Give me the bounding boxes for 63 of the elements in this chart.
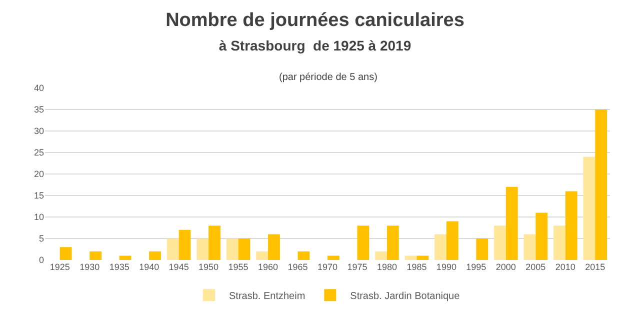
bar xyxy=(595,110,608,260)
bar xyxy=(196,238,209,260)
bar xyxy=(524,234,536,260)
x-tick-label: 1970 xyxy=(317,262,338,272)
y-tick-label: 35 xyxy=(34,104,44,115)
bar xyxy=(404,256,417,260)
x-tick-label: 1995 xyxy=(466,262,486,272)
x-tick-label: 1985 xyxy=(406,262,427,272)
x-tick-label: 1955 xyxy=(228,262,248,272)
bar xyxy=(375,251,387,260)
bar xyxy=(90,251,102,260)
x-tick-label: 1975 xyxy=(347,262,368,272)
x-tick-label: 1965 xyxy=(288,262,308,272)
chart-subtitle: à Strasbourg de 1925 à 2019 xyxy=(218,37,412,54)
y-tick-label: 30 xyxy=(34,126,44,136)
bar xyxy=(149,251,161,260)
bar xyxy=(494,226,506,260)
y-tick-label: 0 xyxy=(38,255,44,266)
bar xyxy=(446,221,458,260)
y-tick-label: 5 xyxy=(38,234,44,244)
x-tick-label: 1960 xyxy=(258,262,278,272)
x-tick-label: 2010 xyxy=(555,262,576,272)
legend-label: Strasb. Entzheim xyxy=(229,291,306,302)
bar xyxy=(434,234,446,260)
legend-label: Strasb. Jardin Botanique xyxy=(350,291,460,302)
x-tick-label: 1945 xyxy=(168,262,189,272)
y-tick-label: 10 xyxy=(34,212,44,222)
text: (par période de 5 ans) xyxy=(279,72,378,83)
x-tick-label: 1980 xyxy=(376,262,397,272)
bar xyxy=(583,156,596,260)
bar xyxy=(357,226,370,260)
x-tick-label: 1935 xyxy=(109,262,130,272)
y-tick-label: 25 xyxy=(34,148,44,158)
x-tick-label: 1990 xyxy=(436,262,456,272)
x-tick-label: 1925 xyxy=(50,262,70,272)
bar xyxy=(119,256,132,260)
bar xyxy=(166,238,179,260)
bar xyxy=(298,251,310,260)
bar xyxy=(178,230,191,260)
bar xyxy=(226,238,238,260)
bar xyxy=(554,226,566,260)
bar xyxy=(386,226,399,260)
y-tick-label: 15 xyxy=(34,190,44,201)
x-tick-label: 1930 xyxy=(80,262,100,272)
x-tick-label: 1940 xyxy=(139,262,160,272)
x-tick-label: 1950 xyxy=(198,262,219,272)
bar xyxy=(208,226,220,260)
bar xyxy=(60,247,72,260)
x-tick-label: 2005 xyxy=(526,262,546,272)
bar xyxy=(238,238,250,260)
y-tick-label: 40 xyxy=(34,83,44,94)
bar xyxy=(328,256,340,260)
bar xyxy=(416,256,429,260)
y-tick-label: 20 xyxy=(34,169,44,180)
bar xyxy=(506,186,518,260)
bar xyxy=(565,191,578,260)
chart-title: Nombre de journées caniculaires xyxy=(166,10,464,31)
bar xyxy=(256,251,268,260)
bar xyxy=(536,212,548,260)
bar xyxy=(268,234,280,260)
x-tick-label: 2000 xyxy=(496,262,516,272)
x-tick-label: 2015 xyxy=(585,262,606,272)
bar xyxy=(476,238,488,260)
